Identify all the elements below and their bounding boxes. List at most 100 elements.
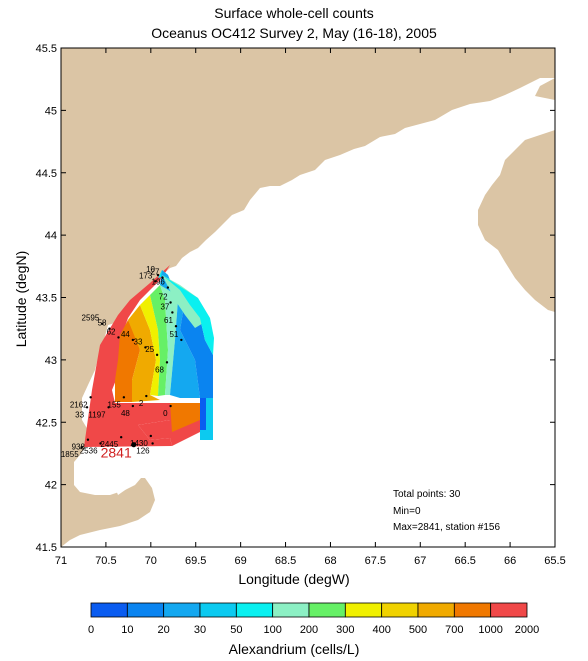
station-marker <box>169 301 172 304</box>
colorbar-swatch <box>344 602 383 618</box>
station-marker <box>131 338 135 342</box>
field-blue <box>178 300 213 420</box>
colorbar-swatch <box>272 602 310 618</box>
y-tick-label: 43 <box>45 355 57 367</box>
cape-cod-hook <box>116 470 140 495</box>
colorbar-swatch <box>126 602 165 618</box>
x-tick-label: 65.5 <box>544 555 565 567</box>
y-axis-label: Latitude (degN) <box>13 250 29 348</box>
station-label: 72 <box>159 292 168 301</box>
field-gold <box>128 305 160 402</box>
colorbar-swatch <box>308 602 346 618</box>
station-marker <box>80 446 83 449</box>
station-label: 51 <box>169 330 178 339</box>
station-label: 68 <box>155 365 164 374</box>
station-label: 2 <box>139 399 144 408</box>
x-tick-label: 70 <box>145 555 157 567</box>
colorbar-swatch <box>453 602 492 618</box>
station-label: 33 <box>134 337 143 346</box>
station-marker <box>145 394 148 398</box>
station-marker <box>174 324 178 328</box>
stats-total: Total points: 30 <box>393 489 461 500</box>
colorbar-swatch <box>235 602 274 618</box>
field-mint <box>160 275 178 395</box>
station-marker <box>169 404 172 408</box>
field-red-west <box>84 265 172 447</box>
y-tick-label: 42 <box>45 480 57 492</box>
coastline-mainland <box>61 48 555 547</box>
station-marker <box>107 406 110 409</box>
station-label: 155 <box>108 400 122 409</box>
station-marker <box>144 346 147 349</box>
colorbar-label: Alexandrium (cells/L) <box>228 641 360 657</box>
station-marker <box>165 361 169 364</box>
station-label: 1430 <box>130 439 148 448</box>
station-label: 58 <box>98 319 107 328</box>
colorbar-tick-label: 2000 <box>515 624 539 636</box>
station-marker <box>131 404 135 408</box>
max-station-label: 2841 <box>101 445 132 461</box>
station-marker <box>101 322 104 325</box>
colorbar-tick-label: 10 <box>121 624 133 636</box>
field-cyan-east <box>162 275 214 355</box>
colorbar-tick-label: 50 <box>230 624 242 636</box>
x-tick-label: 70.5 <box>95 555 116 567</box>
bay-of-fundy-shore <box>535 78 555 100</box>
y-tick-label: 43.5 <box>36 293 57 305</box>
colorbar-swatch <box>490 602 528 618</box>
station-label: 938 <box>72 443 86 452</box>
x-tick-label: 69.5 <box>185 555 206 567</box>
field-yellow <box>140 295 160 396</box>
station-marker <box>86 438 90 441</box>
x-tick-label: 69 <box>235 555 247 567</box>
land-masses <box>61 48 555 547</box>
colorbar-swatch <box>417 602 455 618</box>
station-label: 1855 <box>61 450 79 459</box>
field-green <box>150 285 168 396</box>
station-marker <box>151 442 154 445</box>
x-tick-label: 66.5 <box>454 555 475 567</box>
field-orange-south <box>170 403 200 432</box>
x-tick-label: 68 <box>324 555 336 567</box>
y-tick-label: 44.5 <box>36 168 57 180</box>
y-tick-label: 44 <box>45 230 57 242</box>
station-marker <box>166 286 170 289</box>
field-teal-north <box>162 275 205 328</box>
colorbar-tick-label: 20 <box>158 624 170 636</box>
station-label: 62 <box>107 327 116 336</box>
colorbar-tick-label: 200 <box>300 624 318 636</box>
nova-scotia <box>478 130 555 312</box>
station-label: 1197 <box>88 410 106 419</box>
field-light-blue <box>160 270 200 398</box>
station-label: 44 <box>121 330 130 339</box>
station-label: 126 <box>136 446 150 455</box>
colorbar-swatch <box>90 602 128 618</box>
station-label: 2536 <box>80 446 98 455</box>
colorbar-tick-label: 500 <box>409 624 427 636</box>
colorbar-tick-label: 700 <box>445 624 463 636</box>
y-tick-label: 45.5 <box>36 43 57 55</box>
max-station-marker <box>131 442 137 448</box>
colorbar-tick-label: 300 <box>336 624 354 636</box>
station-marker <box>108 327 111 330</box>
stats-min: Min=0 <box>393 506 421 517</box>
colorbar-tick-label: 400 <box>372 624 390 636</box>
y-axis-ticks: 45.5 45 44.5 44 43.5 43 42.5 42 41.5 <box>36 43 555 554</box>
x-tick-label: 67 <box>414 555 426 567</box>
station-label: 196 <box>152 278 166 287</box>
station-label: 2445 <box>100 440 118 449</box>
stats-max: Max=2841, station #156 <box>393 522 501 533</box>
map-subtitle: Oceanus OC412 Survey 2, May (16-18), 200… <box>151 25 437 41</box>
x-tick-label: 71 <box>55 555 67 567</box>
y-tick-label: 42.5 <box>36 417 57 429</box>
x-tick-label: 68.5 <box>275 555 296 567</box>
station-marker <box>99 442 102 445</box>
station-marker <box>171 311 174 314</box>
station-marker <box>156 273 160 277</box>
station-label: 0 <box>163 409 168 418</box>
field-deepblue-south <box>200 398 206 430</box>
station-label: 173 <box>139 271 153 280</box>
colorbar-swatch <box>381 602 419 618</box>
